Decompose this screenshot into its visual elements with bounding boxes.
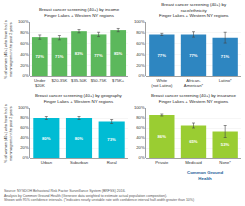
svg-text:80%: 80%	[136, 30, 145, 35]
svg-text:60%: 60%	[20, 125, 29, 130]
svg-text:40%: 40%	[20, 52, 29, 57]
svg-text:20%: 20%	[136, 145, 145, 150]
svg-text:73%: 73%	[107, 137, 116, 142]
svg-text:83%: 83%	[75, 51, 84, 56]
svg-text:80%: 80%	[20, 30, 29, 35]
svg-text:86%: 86%	[158, 134, 167, 139]
svg-text:100%: 100%	[18, 19, 29, 24]
svg-text:80%: 80%	[75, 136, 84, 141]
svg-text:$35-50K: $35-50K	[71, 78, 87, 83]
svg-text:20%: 20%	[20, 63, 29, 68]
svg-text:Private: Private	[155, 160, 169, 165]
svg-text:$75K+: $75K+	[112, 78, 125, 83]
svg-text:100%: 100%	[18, 105, 29, 110]
svg-text:Urban: Urban	[41, 160, 53, 165]
svg-text:53%: 53%	[221, 142, 230, 147]
svg-text:Breast cancer screening (40+): Breast cancer screening (40+) by geograp…	[35, 93, 123, 104]
svg-text:80%: 80%	[42, 136, 51, 141]
svg-text:Under$20K: Under$20K	[34, 78, 46, 88]
svg-text:0%: 0%	[23, 73, 29, 78]
svg-text:20%: 20%	[20, 145, 29, 150]
svg-text:71%: 71%	[221, 54, 230, 59]
svg-text:60%: 60%	[20, 41, 29, 46]
svg-text:77%: 77%	[189, 53, 198, 58]
svg-text:80%: 80%	[136, 115, 145, 120]
svg-text:77%: 77%	[94, 53, 103, 58]
svg-text:None*: None*	[219, 160, 231, 165]
svg-text:60%: 60%	[136, 125, 145, 130]
svg-text:0%: 0%	[23, 155, 29, 160]
svg-text:Suburban: Suburban	[70, 160, 89, 165]
svg-text:60%: 60%	[136, 41, 145, 46]
svg-text:100%: 100%	[134, 19, 145, 24]
svg-text:% of women (40+) who have had: % of women (40+) who have had amammogram…	[4, 103, 13, 163]
svg-text:20%: 20%	[136, 63, 145, 68]
svg-text:77%: 77%	[158, 53, 167, 58]
svg-text:White(not Latino): White(not Latino)	[151, 78, 173, 88]
svg-text:African-American*: African-American*	[184, 78, 204, 88]
svg-text:71%: 71%	[55, 54, 64, 59]
svg-text:Breast cancer screening (40+): Breast cancer screening (40+) by incomeF…	[39, 7, 120, 18]
svg-text:0%: 0%	[139, 73, 145, 78]
svg-text:0%: 0%	[139, 155, 145, 160]
svg-text:40%: 40%	[136, 135, 145, 140]
svg-text:72%: 72%	[35, 54, 44, 59]
svg-text:100%: 100%	[134, 105, 145, 110]
svg-text:% of women (40+) who have had: % of women (40+) who have had amammogram…	[4, 19, 13, 79]
svg-text:65%: 65%	[189, 139, 198, 144]
svg-text:Latino*: Latino*	[219, 78, 232, 83]
svg-text:Breast cancer screening (40+): Breast cancer screening (40+) by insuran…	[151, 93, 237, 104]
svg-text:Breast cancer screening (40+): Breast cancer screening (40+) byrace/eth…	[159, 2, 229, 18]
svg-text:Common GroundHealth: Common GroundHealth	[187, 170, 223, 181]
svg-text:80%: 80%	[20, 115, 29, 120]
svg-text:Source: NYSDOH Behavioral Risk: Source: NYSDOH Behavioral Risk Factor Su…	[4, 189, 194, 202]
svg-text:40%: 40%	[20, 135, 29, 140]
svg-text:40%: 40%	[136, 52, 145, 57]
svg-text:85%: 85%	[114, 51, 123, 56]
svg-text:$20-35K: $20-35K	[51, 78, 67, 83]
svg-text:$50-75K: $50-75K	[91, 78, 107, 83]
svg-text:Medicaid: Medicaid	[185, 160, 202, 165]
svg-text:Rural: Rural	[107, 160, 117, 165]
